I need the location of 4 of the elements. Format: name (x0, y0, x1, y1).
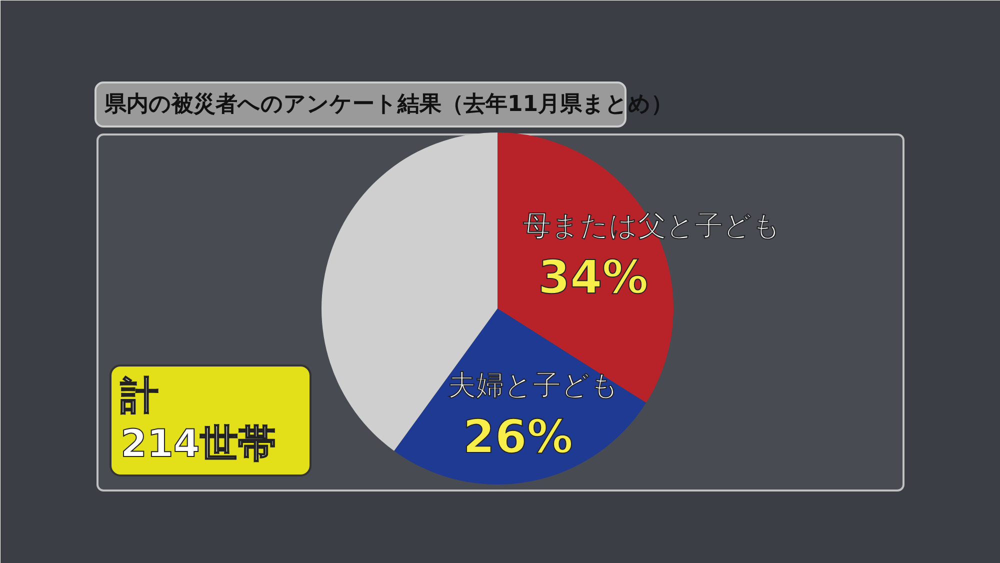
text: 計 214世帯 (120, 374, 276, 466)
data-label: 34% (538, 250, 648, 304)
data-label: 26% (462, 410, 574, 464)
slice-label: 夫婦と子ども (448, 368, 619, 402)
